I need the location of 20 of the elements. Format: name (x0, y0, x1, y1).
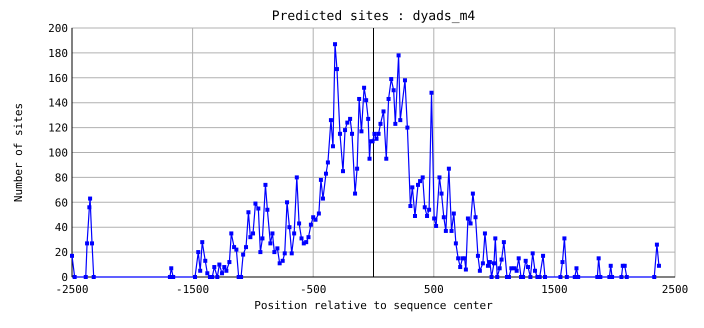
x-tick-label: 1500 (541, 283, 568, 296)
y-tick-label: 40 (54, 221, 68, 234)
y-tick-label: 140 (48, 96, 68, 110)
y-tick-label: 200 (48, 22, 68, 35)
chart-title: Predicted sites : dyads_m4 (272, 9, 476, 24)
y-tick-label: 180 (48, 46, 68, 60)
x-axis-title: Position relative to sequence center (254, 299, 494, 312)
x-tick-label: -1500 (176, 283, 210, 296)
x-tick-label: 2500 (662, 283, 688, 296)
y-tick-label: 80 (54, 171, 68, 184)
x-tick-label: -2500 (55, 283, 89, 296)
y-tick-label: 20 (54, 246, 68, 260)
y-tick-label: 100 (48, 146, 68, 160)
y-tick-label: 160 (48, 72, 68, 85)
y-tick-label: 0 (61, 271, 68, 284)
y-axis-title: Number of sites (12, 102, 25, 202)
x-tick-label: 500 (424, 283, 444, 296)
x-tick-label: -500 (300, 283, 326, 296)
y-tick-label: 120 (48, 122, 68, 135)
y-tick-label: 60 (54, 196, 68, 210)
